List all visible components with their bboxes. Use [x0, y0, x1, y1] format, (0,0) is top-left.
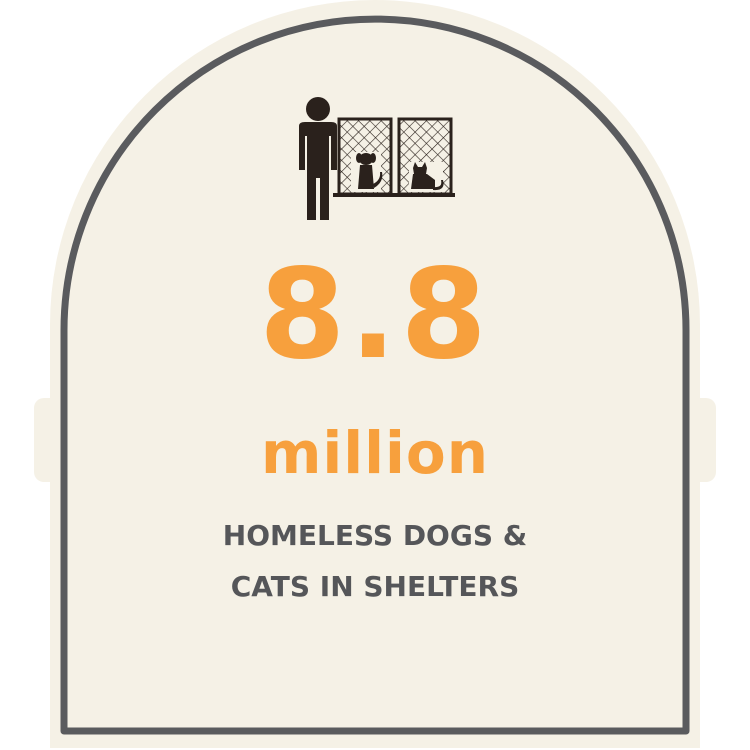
stat-value: 8.8 — [259, 243, 491, 387]
person-icon — [299, 97, 337, 220]
arch-panel — [60, 15, 690, 735]
kennel-cat — [397, 117, 453, 196]
caption-line-2: CATS IN SHELTERS — [230, 570, 520, 603]
caption-line-1: HOMELESS DOGS & — [222, 519, 528, 552]
kennel-dog — [337, 117, 393, 196]
dog-icon — [356, 153, 383, 189]
kennel-base — [333, 193, 455, 197]
cat-icon — [411, 162, 444, 191]
person-at-shelter-kennels-icon — [299, 97, 455, 220]
stat-unit: million — [260, 419, 490, 487]
